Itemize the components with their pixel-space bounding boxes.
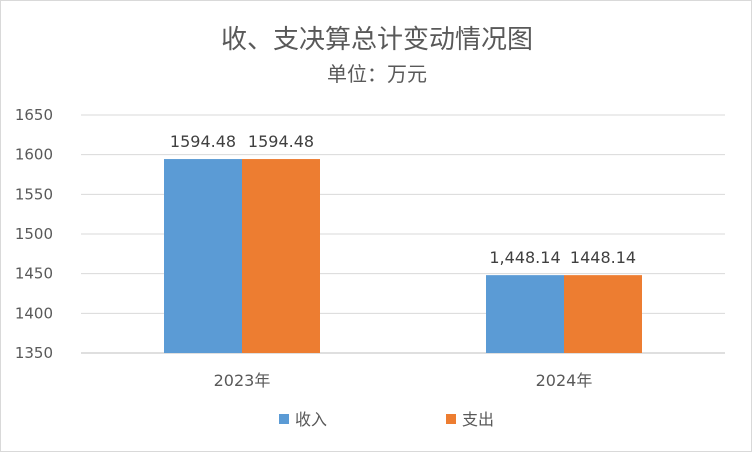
bars	[164, 159, 642, 353]
data-label: 1,448.14	[489, 248, 560, 267]
bar-income	[164, 159, 242, 353]
legend: 收入 支出	[279, 410, 494, 429]
y-tick-label: 1550	[15, 185, 53, 203]
y-tick-label: 1500	[15, 225, 53, 243]
y-tick-label: 1350	[15, 344, 53, 362]
chart-title: 收、支决算总计变动情况图	[221, 25, 533, 55]
bar-expense	[242, 159, 320, 353]
y-tick-label: 1650	[15, 106, 53, 124]
data-label: 1594.48	[170, 132, 236, 151]
data-labels: 1594.48 1594.48 1,448.14 1448.14	[170, 132, 636, 267]
data-label: 1448.14	[570, 248, 636, 267]
legend-label: 收入	[295, 410, 327, 429]
x-category-label: 2023年	[214, 371, 271, 390]
legend-swatch	[279, 414, 289, 424]
y-tick-label: 1600	[15, 146, 53, 164]
legend-label: 支出	[462, 410, 494, 429]
y-tick-label: 1450	[15, 265, 53, 283]
chart-subtitle: 单位：万元	[327, 62, 427, 86]
x-axis-categories: 2023年 2024年	[214, 371, 593, 390]
y-axis-ticks: 1650 1600 1550 1500 1450 1400 1350	[15, 106, 53, 362]
bar-income	[486, 275, 564, 353]
x-category-label: 2024年	[536, 371, 593, 390]
bar-expense	[564, 275, 642, 353]
data-label: 1594.48	[248, 132, 314, 151]
legend-swatch	[446, 414, 456, 424]
y-tick-label: 1400	[15, 304, 53, 322]
